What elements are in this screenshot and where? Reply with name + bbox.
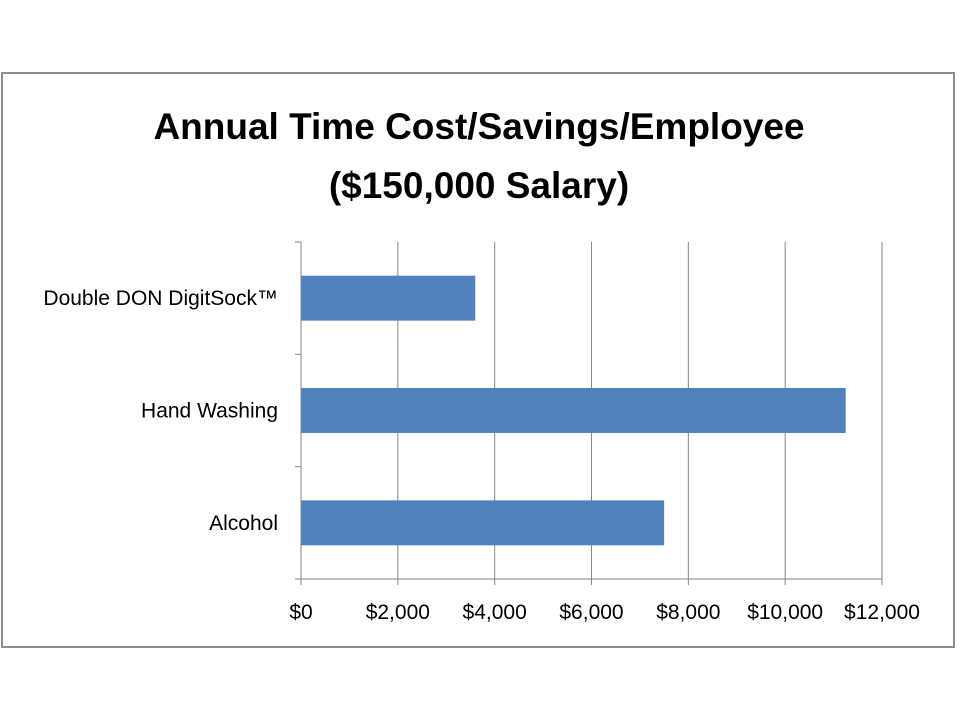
bar-0 [301, 275, 476, 321]
x-tick-label: $4,000 [463, 601, 527, 624]
chart-title-line-1: Annual Time Cost/Savings/Employee [153, 106, 804, 147]
x-tick-label: $0 [289, 601, 312, 624]
category-label-1: Hand Washing [141, 400, 278, 423]
x-tick-label: $8,000 [656, 601, 720, 624]
category-label-0: Double DON DigitSock™ [43, 287, 278, 310]
chart-frame [1, 72, 955, 648]
axes [295, 241, 883, 585]
x-tick-label: $12,000 [844, 601, 920, 624]
labels: $0 $2,000 $4,000 $6,000 $8,000 $10,000 $12,000… [43, 287, 920, 624]
category-label-2: Alcohol [209, 512, 278, 535]
x-tick-label: $10,000 [747, 601, 823, 624]
bar-1 [301, 388, 846, 433]
chart-title-line-2: ($150,000 Salary) [329, 165, 629, 206]
x-tick-label: $2,000 [366, 601, 430, 624]
bar-2 [301, 500, 665, 546]
x-tick-label: $6,000 [559, 601, 623, 624]
bars [301, 275, 846, 546]
